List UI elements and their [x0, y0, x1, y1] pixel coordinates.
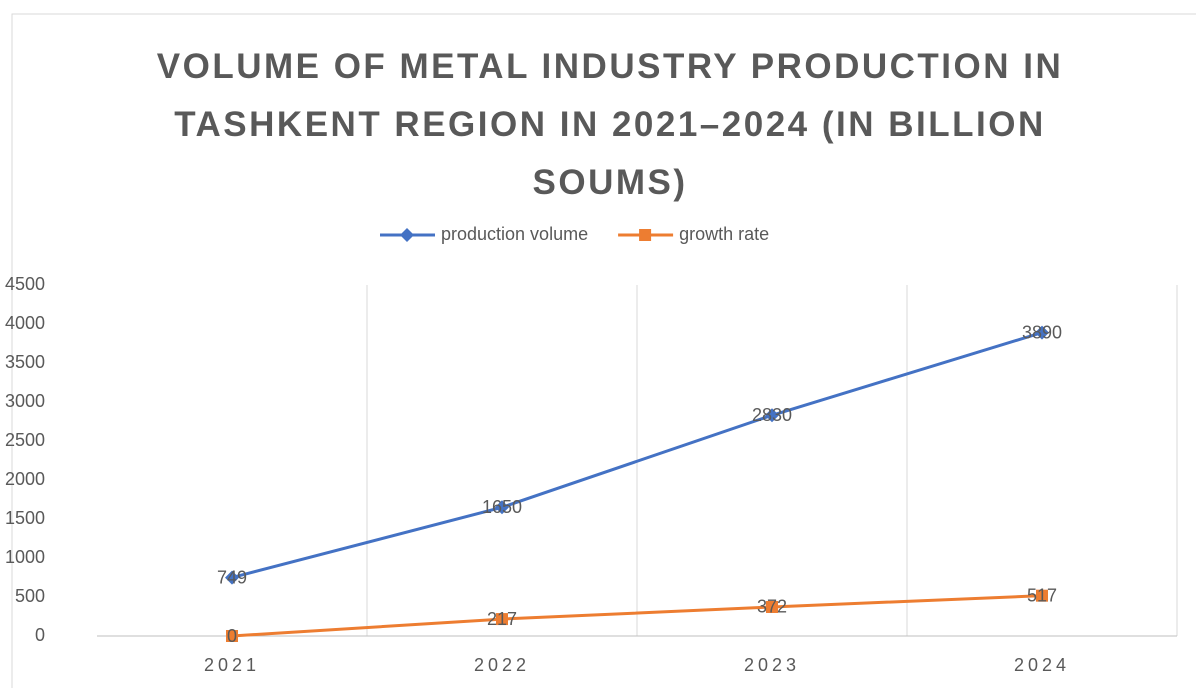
x-tick-label: 2024 [1014, 655, 1070, 675]
marker [766, 600, 778, 613]
marker [639, 229, 652, 241]
y-tick-label: 2500 [5, 430, 45, 450]
series-line [231, 594, 1043, 638]
y-tick-label: 4500 [5, 274, 45, 294]
y-tick-label: 3000 [5, 391, 45, 411]
data-label: 749 [217, 567, 247, 587]
y-tick-label: 500 [15, 586, 45, 606]
y-tick-label: 3500 [5, 352, 45, 372]
marker [226, 630, 238, 642]
chart-title: VOLUME OF METAL INDUSTRY PRODUCTION IN T… [156, 47, 1064, 202]
y-tick-label: 1500 [5, 508, 45, 528]
data-label: 2830 [752, 405, 792, 425]
data-label: 3890 [1022, 322, 1062, 342]
marker [496, 613, 508, 626]
marker [495, 500, 509, 515]
marker [765, 408, 779, 423]
data-label: 517 [1027, 585, 1057, 605]
y-tick-label: 0 [35, 625, 45, 645]
x-tick-label: 2021 [204, 655, 260, 675]
data-label: 217 [487, 609, 517, 629]
legend-label: production volume [441, 224, 588, 244]
marker [1036, 589, 1048, 602]
marker [1035, 325, 1049, 340]
y-tick-label: 4000 [5, 313, 45, 333]
marker [400, 228, 414, 242]
data-label: 372 [757, 597, 787, 617]
y-tick-label: 1000 [5, 547, 45, 567]
legend-label: growth rate [679, 224, 769, 244]
marker [225, 570, 239, 585]
y-tick-label: 2000 [5, 469, 45, 489]
data-label: 0 [227, 626, 237, 646]
x-tick-label: 2023 [744, 655, 800, 675]
series-line [231, 331, 1043, 580]
x-tick-label: 2022 [474, 655, 530, 675]
data-label: 1650 [482, 497, 522, 517]
chart-border [11, 13, 1196, 688]
